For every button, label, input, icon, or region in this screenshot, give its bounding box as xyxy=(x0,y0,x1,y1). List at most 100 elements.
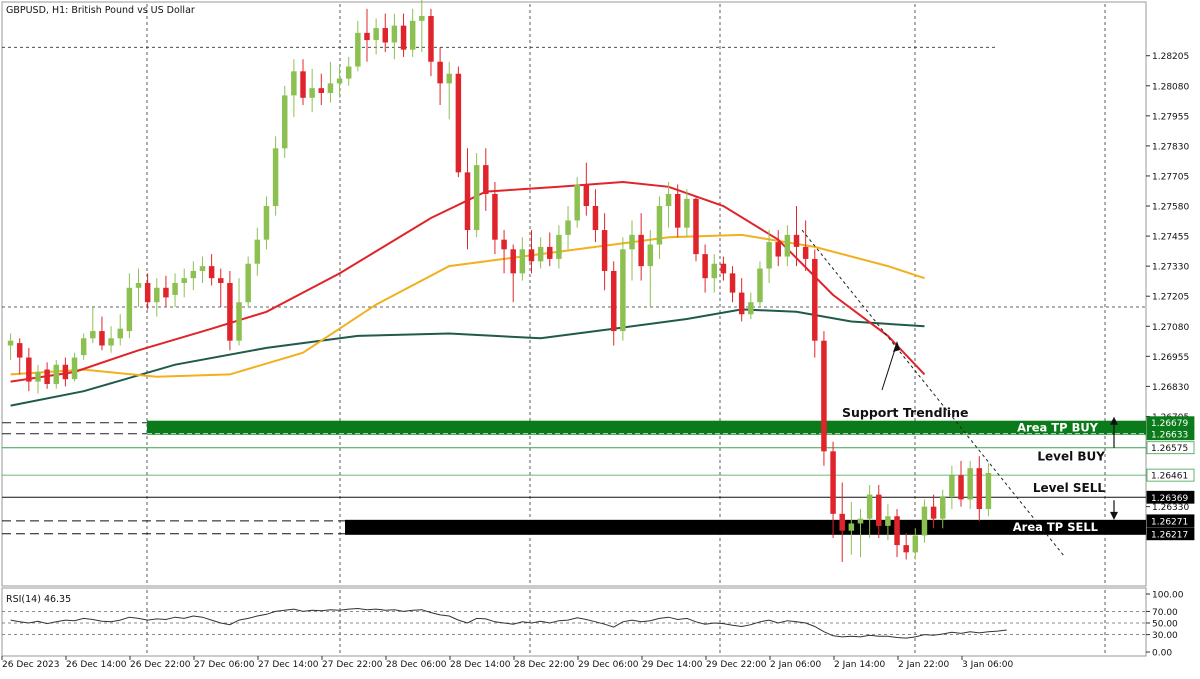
candle-body xyxy=(428,16,434,62)
candle xyxy=(857,509,864,558)
rsi-label: RSI(14) 46.35 xyxy=(6,594,71,605)
overlay-annotations: Support Trendline Area TP BUY Area TP SELL… xyxy=(801,229,1118,558)
price-label-box xyxy=(1146,514,1195,528)
candle-body xyxy=(885,516,891,526)
candle xyxy=(967,460,973,510)
candle-body xyxy=(419,16,425,21)
candle xyxy=(693,196,699,262)
candle xyxy=(327,61,334,103)
candle-body xyxy=(647,244,654,267)
candle xyxy=(748,292,754,320)
candle-body xyxy=(208,266,215,279)
candle-body xyxy=(674,193,681,228)
rsi-tick-label: 100.00 xyxy=(1152,591,1184,601)
candle-body xyxy=(793,234,800,247)
candle xyxy=(556,225,562,269)
candle-body xyxy=(400,25,407,50)
x-tick-label: 28 Dec 22:00 xyxy=(514,660,575,670)
candle-body xyxy=(501,239,507,250)
y-tick-label: 1.26955 xyxy=(1152,353,1189,363)
candle-body xyxy=(665,193,672,207)
candle-body xyxy=(391,25,398,43)
candle xyxy=(236,278,242,346)
candle xyxy=(190,261,197,291)
candle xyxy=(364,8,370,62)
candle-body xyxy=(848,523,855,531)
candle xyxy=(610,261,617,346)
candle xyxy=(309,68,315,113)
candle-body xyxy=(464,172,471,231)
candle xyxy=(108,326,114,353)
candle xyxy=(894,509,900,558)
x-tick-label: 29 Dec 06:00 xyxy=(578,660,639,670)
price-label: 1.26369 xyxy=(1151,494,1188,504)
candle xyxy=(117,314,123,346)
candle-body xyxy=(821,340,827,452)
chart-title: GBPUSD, H1: British Pound vs US Dollar xyxy=(6,5,195,16)
candle-body xyxy=(336,78,343,84)
candle xyxy=(419,0,425,53)
candle xyxy=(638,213,644,281)
candle xyxy=(218,268,224,308)
candle xyxy=(537,237,544,269)
price-label: 1.26575 xyxy=(1151,444,1188,454)
candle-body xyxy=(190,270,197,279)
candle xyxy=(775,230,781,267)
price-label: 1.26217 xyxy=(1151,530,1188,540)
candle xyxy=(428,8,434,77)
candle xyxy=(172,273,178,308)
candle-body xyxy=(245,263,251,303)
candle xyxy=(574,177,580,228)
x-tick-label: 3 Jan 06:00 xyxy=(962,660,1014,670)
candle-body xyxy=(930,506,937,519)
price-label: 1.26633 xyxy=(1151,430,1188,440)
candle xyxy=(738,278,745,322)
candle-body xyxy=(117,328,123,339)
support-trendline xyxy=(801,229,1066,558)
candle-body xyxy=(958,475,964,500)
candle-body xyxy=(784,234,791,257)
price-label: 1.26271 xyxy=(1151,517,1188,527)
x-tick-label: 26 Dec 22:00 xyxy=(130,660,191,670)
candle-body xyxy=(574,184,580,221)
candle-body xyxy=(108,338,114,346)
x-tick-label: 2 Jan 22:00 xyxy=(898,660,950,670)
candle-body xyxy=(44,369,50,384)
price-label-box xyxy=(1146,527,1195,541)
candle xyxy=(291,59,297,118)
candle-body xyxy=(556,234,562,259)
candle-body xyxy=(912,535,919,553)
candle xyxy=(464,148,471,250)
candle xyxy=(784,225,791,267)
candle xyxy=(483,148,489,211)
candle-body xyxy=(409,20,416,50)
candle xyxy=(382,13,389,53)
y-tick-label: 1.27205 xyxy=(1152,293,1189,303)
candle xyxy=(821,331,827,466)
tp-buy-label: Area TP BUY xyxy=(1017,421,1099,435)
y-tick-label: 1.27955 xyxy=(1152,112,1189,122)
y-tick-label: 1.27580 xyxy=(1152,203,1189,213)
candle xyxy=(519,237,526,281)
candle-body xyxy=(866,494,873,519)
time-axis: 26 Dec 2023 26 Dec 14:00 26 Dec 22:00 27 De… xyxy=(1,656,1014,670)
candle xyxy=(949,465,955,510)
candle-body xyxy=(830,451,836,514)
candle-body xyxy=(327,83,334,93)
candle-body xyxy=(684,198,690,228)
candle-body xyxy=(154,287,160,303)
candle xyxy=(26,347,32,392)
candle xyxy=(757,261,763,308)
candle-body xyxy=(300,71,306,98)
candle-body xyxy=(894,516,900,546)
candle-body xyxy=(135,282,142,288)
candle-body xyxy=(218,278,224,283)
y-tick-label: 1.28080 xyxy=(1152,82,1189,92)
candle xyxy=(318,73,325,106)
candle xyxy=(656,196,663,259)
price-label-box xyxy=(1146,427,1195,441)
y-tick-label: 1.27080 xyxy=(1152,323,1189,333)
x-tick-label: 28 Dec 06:00 xyxy=(386,660,447,670)
candle-body xyxy=(263,206,270,240)
